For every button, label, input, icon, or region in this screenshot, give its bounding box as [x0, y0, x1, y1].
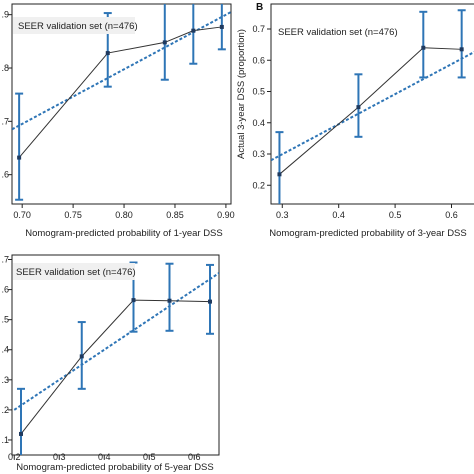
x-axis-label: Nomogram-predicted probability of 3-year… [269, 228, 466, 239]
plot-area [13, 261, 219, 455]
observed-line [279, 47, 462, 175]
y-tick-label: .6 [1, 285, 9, 295]
y-tick-label: .8 [1, 63, 9, 73]
x-axis-label: Nomogram-predicted probability of 5-year… [16, 462, 213, 473]
data-point [208, 299, 212, 304]
y-tick-label: 0.3 [252, 149, 265, 159]
data-point [219, 24, 224, 29]
y-tick-label: 0.5 [252, 87, 265, 97]
x-axis-label: Nomogram-predicted probability of 1-year… [25, 228, 222, 239]
x-tick-label: 0.5 [389, 210, 402, 220]
data-point [162, 40, 167, 45]
x-tick-label: 0.70 [13, 210, 31, 220]
y-tick-label: 0.4 [252, 118, 265, 128]
y-tick-label: .4 [1, 345, 9, 355]
x-tick-label: 0.85 [166, 210, 184, 220]
data-point [277, 172, 282, 177]
y-tick-label: .6 [1, 170, 9, 180]
y-axis-label: Actual 3-year DSS (proportion) [236, 29, 247, 159]
y-tick-label: .7 [1, 116, 9, 126]
title-background [13, 17, 135, 34]
data-point [79, 354, 84, 359]
x-tick-label: 0.5 [143, 452, 156, 462]
x-tick-label: 0.4 [98, 452, 111, 462]
data-point [191, 28, 196, 33]
x-tick-label: 0.2 [8, 452, 21, 462]
data-point [17, 155, 22, 160]
y-tick-label: .5 [1, 315, 9, 325]
plot-frame [270, 3, 474, 205]
x-tick-label: 0.90 [217, 210, 235, 220]
data-point [19, 431, 23, 436]
chart-panel-1: 0.70 0.75 0.80 0.85 0.90 .6 .7 .8 .9 SEER validat… [1, 3, 235, 239]
data-point [421, 45, 426, 50]
plot-area [12, 4, 231, 201]
data-point [131, 298, 136, 303]
panel-letter: B [256, 2, 263, 13]
y-tick-label: .1 [1, 435, 9, 445]
fit-line [271, 50, 474, 162]
y-tick-label: 0.2 [252, 180, 265, 190]
plot-frame [11, 254, 220, 456]
y-tick-label: .7 [1, 255, 9, 265]
x-tick-label: 0.3 [276, 210, 289, 220]
data-point [356, 105, 361, 110]
chart-title: SEER validation set (n=476) [18, 21, 138, 32]
data-point [459, 47, 464, 52]
y-tick-label: 0.6 [252, 55, 265, 65]
data-point [105, 51, 110, 56]
x-tick-label: 0.80 [115, 210, 133, 220]
x-tick-label: 0.6 [188, 452, 201, 462]
y-tick-label: .9 [1, 10, 9, 20]
y-tick-label: .3 [1, 375, 9, 385]
y-tick-label: .2 [1, 405, 9, 415]
x-tick-label: 0.3 [53, 452, 66, 462]
chart-title: SEER validation set (n=476) [278, 27, 398, 38]
fit-line [13, 272, 219, 411]
data-point [167, 298, 172, 303]
y-tick-label: 0.7 [252, 24, 265, 34]
chart-panel-3: 0.2 0.3 0.4 0.5 0.6 .1 .2 .3 .4 .5 .6 .7 SEER valida… [1, 254, 220, 473]
chart-title: SEER validation set (n=476) [16, 267, 136, 278]
plot-frame [11, 3, 232, 205]
title-background [13, 263, 135, 280]
x-tick-label: 0.6 [445, 210, 458, 220]
x-tick-label: 0.4 [332, 210, 345, 220]
x-tick-label: 0.75 [64, 210, 82, 220]
plot-area [271, 9, 474, 204]
